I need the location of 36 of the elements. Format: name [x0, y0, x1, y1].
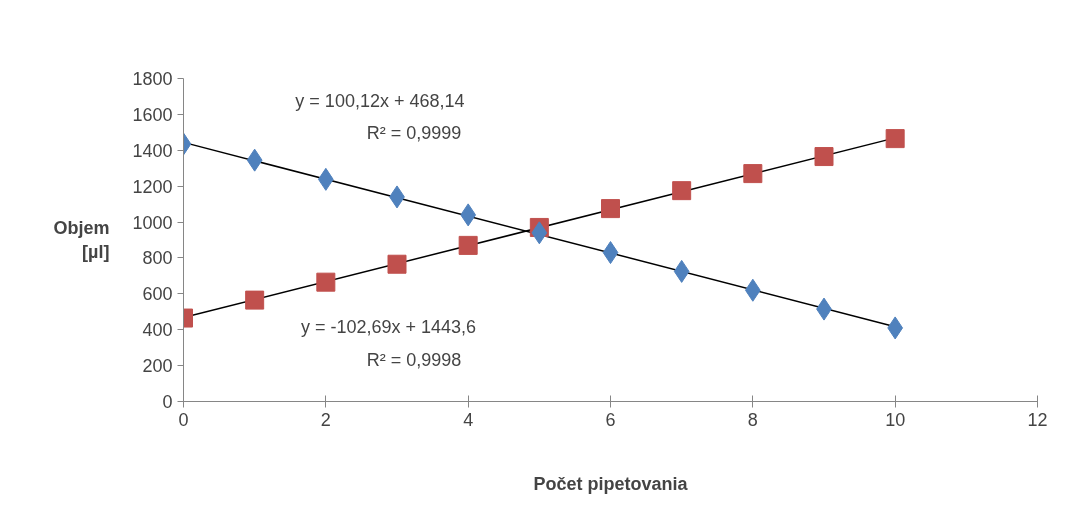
annotation: y = 100,12x + 468,14 [295, 91, 465, 112]
y-tick-label: 1800 [132, 69, 173, 89]
x-tick-label: 8 [747, 409, 758, 430]
y-tick-label: 1000 [132, 212, 173, 233]
point [245, 290, 265, 310]
y-tick-label: 600 [142, 284, 173, 305]
y-tick-label: 1200 [132, 176, 173, 197]
point [246, 148, 263, 172]
point [458, 235, 478, 255]
point [531, 221, 548, 245]
x-tick-label: 6 [605, 409, 616, 430]
point [814, 147, 834, 167]
point [316, 272, 336, 292]
x-tick-label: 4 [463, 409, 474, 430]
annotation: y = -102,69x + 1443,6 [300, 317, 477, 338]
x-tick-label: 12 [1027, 409, 1048, 430]
y-tick-label: 1600 [132, 104, 173, 125]
x-tick-label: 10 [885, 409, 906, 430]
y-tick-label: 800 [142, 248, 173, 269]
annotation: R² = 0,9999 [366, 123, 462, 144]
point [885, 129, 905, 149]
y-tick-label: 0 [162, 392, 173, 412]
point [602, 241, 619, 265]
point [387, 254, 407, 274]
y-axis-title: Objem [µl] [53, 218, 110, 262]
x-tick-label: 2 [320, 409, 331, 430]
point [743, 164, 763, 184]
y-tick-label: 200 [142, 356, 173, 377]
point [672, 181, 692, 201]
point [673, 259, 690, 283]
x-tick-label: 0 [178, 409, 189, 430]
annotation: R² = 0,9998 [366, 349, 462, 370]
y-tick-label: 400 [142, 320, 173, 341]
y-tick-label: 1400 [132, 140, 173, 161]
x-axis-title: Počet pipetovania [533, 473, 689, 494]
point [601, 199, 620, 219]
